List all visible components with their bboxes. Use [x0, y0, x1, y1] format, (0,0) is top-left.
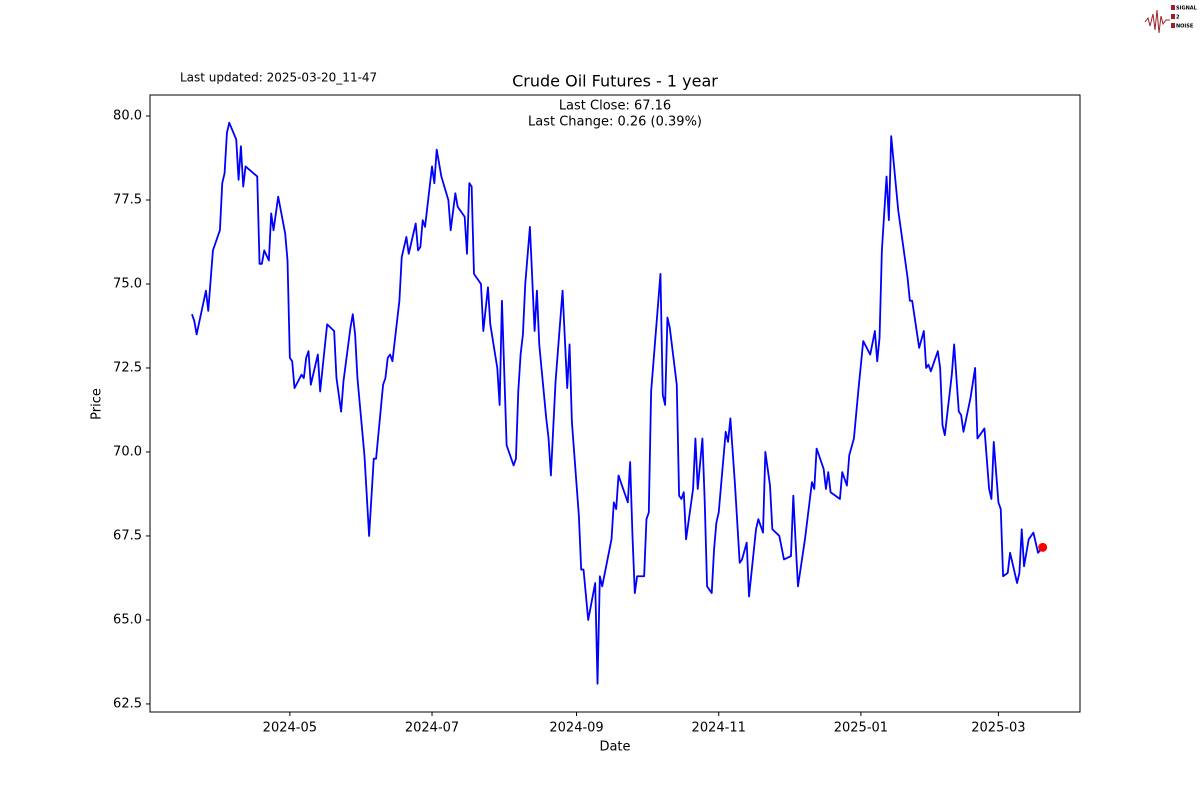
logo: SIGNAL 2 NOISE: [1144, 5, 1198, 34]
subtitle: Last updated: 2025-03-20_11-47: [180, 71, 377, 85]
price-line: [191, 121, 1044, 685]
y-tick-label: 77.5: [113, 192, 142, 207]
chart-title: Crude Oil Futures - 1 year: [512, 72, 718, 91]
logo-box: [1171, 23, 1175, 28]
y-tick-label: 75.0: [113, 276, 142, 291]
logo-text: SIGNAL: [1176, 6, 1198, 12]
y-tick-label: 70.0: [113, 444, 142, 459]
y-tick-label: 67.5: [113, 528, 142, 543]
y-axis-label: Price: [90, 388, 105, 420]
y-tick-label: 80.0: [113, 108, 142, 123]
x-tick-label: 2025-03: [971, 721, 1025, 736]
y-tick-label: 65.0: [113, 612, 142, 627]
annotation: Last Change: 0.26 (0.39%): [528, 115, 702, 130]
x-tick-label: 2024-05: [263, 721, 317, 736]
logo-text: NOISE: [1176, 24, 1194, 30]
y-tick-label: 72.5: [113, 360, 142, 375]
plot-frame: [149, 94, 1081, 713]
y-tick-label: 62.5: [113, 696, 142, 711]
annotation: Last Close: 67.16: [559, 99, 671, 114]
logo-text: 2: [1176, 15, 1180, 21]
x-tick-label: 2024-09: [549, 721, 603, 736]
logo-box: [1171, 5, 1175, 10]
last-point: [1038, 542, 1048, 552]
x-axis-label: Date: [599, 740, 630, 755]
logo-wave: [1144, 9, 1170, 34]
x-tick-label: 2025-01: [834, 721, 888, 736]
x-tick-label: 2024-11: [692, 721, 746, 736]
x-tick-label: 2024-07: [405, 721, 459, 736]
logo-box: [1171, 14, 1175, 19]
